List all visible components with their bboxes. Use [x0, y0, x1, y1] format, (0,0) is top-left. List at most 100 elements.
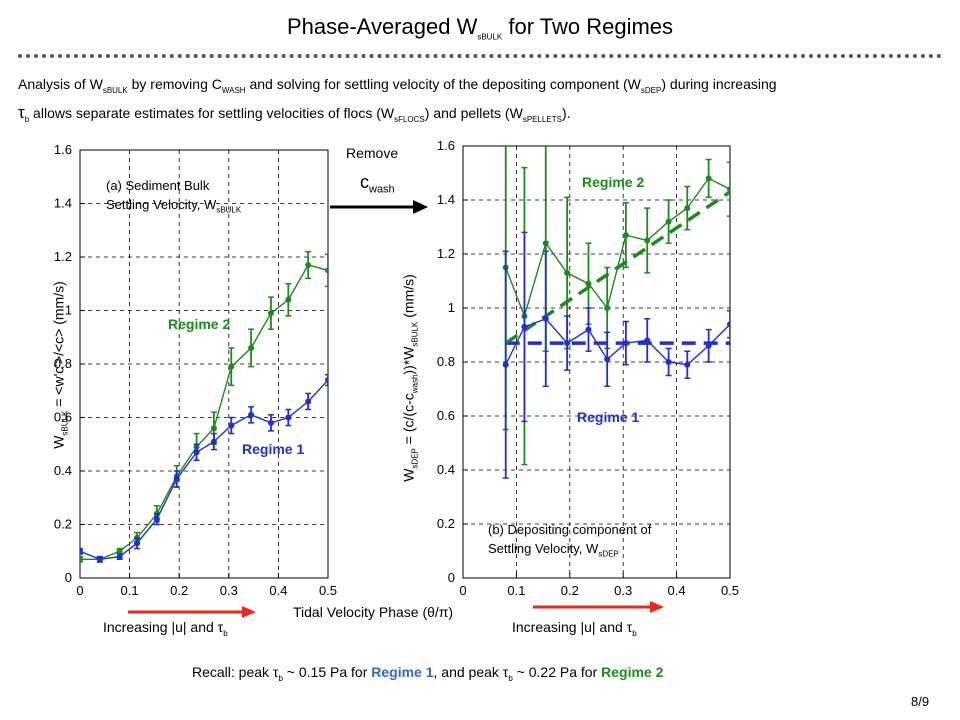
- chart-b-ylabel: WsDEP = (c/(c-cwash))*WsBULK (mm/s): [400, 274, 420, 482]
- chart-b-xtick-label: 0: [459, 583, 466, 598]
- chart-b-point-regime2: [684, 205, 691, 212]
- chart-b-point-regime1: [644, 337, 651, 344]
- chart-b-ytick-label: 1.6: [437, 138, 455, 153]
- chart-b-point-regime2: [542, 240, 549, 247]
- chart-b-xtick-label: 0.4: [668, 583, 686, 598]
- chart-b-series-line-regime1: [505, 317, 730, 366]
- slide-title: Phase-Averaged WsBULK for Two Regimes: [286, 14, 674, 42]
- chart-a-series-line-regime1: [80, 379, 328, 561]
- chart-a: 0 0.1 0.2 0.3 0.4 0.5 0 0.2 0.4 0.6 0.8 1 1.2 1.4 1.6: [54, 142, 337, 598]
- chart-b-xtick-label: 0.1: [507, 583, 525, 598]
- chart-b-point-regime2: [622, 232, 629, 239]
- chart-a-xtick-label: 0: [76, 583, 83, 598]
- chart-a-point-regime1: [153, 516, 160, 523]
- chart-a-point-regime2: [305, 262, 312, 269]
- chart-b-point-regime1: [727, 321, 730, 328]
- chart-a-xtick-label: 0.2: [170, 583, 188, 598]
- chart-a-point-regime2: [325, 267, 328, 274]
- chart-b-point-regime1: [521, 323, 528, 330]
- chart-a-point-regime1: [134, 540, 141, 547]
- chart-b-series-group: [502, 146, 730, 479]
- intro-text: Analysis of WsBULK by removing CWASH and…: [18, 76, 777, 124]
- chart-a-ytick-label: 0.4: [54, 463, 72, 478]
- remove-label: Remove: [346, 145, 399, 161]
- chart-b-ytick-label: 0.8: [437, 354, 455, 369]
- chart-b-ytick-label: 0.4: [437, 462, 455, 477]
- chart-a-regime2-label: Regime 2: [168, 316, 231, 332]
- title-divider: [18, 54, 942, 58]
- chart-a-series-group: [80, 250, 328, 563]
- chart-b-point-regime1: [665, 359, 672, 365]
- chart-a-xtick-label: 0.5: [319, 583, 337, 598]
- chart-a-point-regime2: [228, 363, 235, 370]
- chart-a-point-regime1: [228, 422, 235, 429]
- increasing-arrow-right: [533, 601, 664, 613]
- chart-a-point-regime1: [267, 419, 274, 426]
- chart-a-point-regime2: [285, 296, 292, 303]
- remove-arrow: [330, 200, 428, 214]
- chart-b-annotation: (b) Depositing component of Settling Velo…: [488, 522, 652, 559]
- chart-a-ytick-label: 1.6: [54, 142, 72, 157]
- chart-a-point-regime1: [210, 438, 217, 445]
- chart-b-point-regime2: [705, 175, 712, 182]
- chart-a-ytick-label: 0.2: [54, 517, 72, 532]
- chart-b-regime1-label: Regime 1: [577, 409, 640, 425]
- x-axis-label: Tidal Velocity Phase (θ/π): [293, 604, 454, 620]
- chart-b-ytick-label: 0: [448, 570, 455, 585]
- chart-b-ytick-label: 1: [448, 300, 455, 315]
- chart-b-xtick-label: 0.2: [561, 583, 579, 598]
- chart-b-point-regime1: [622, 340, 629, 347]
- page-number: 8/9: [911, 694, 930, 709]
- chart-a-point-regime1: [305, 398, 312, 405]
- chart-b-point-regime2: [564, 269, 571, 276]
- chart-a-ytick-label: 0.8: [54, 356, 72, 371]
- chart-a-point-regime1: [325, 377, 328, 384]
- c-wash-label: cwash: [360, 172, 395, 196]
- chart-a-series-line-regime2: [80, 264, 328, 560]
- increasing-arrow-left: [128, 606, 256, 618]
- chart-a-ytick-label: 0.6: [54, 410, 72, 425]
- chart-b-ytick-label: 1.4: [437, 192, 455, 207]
- chart-b-point-regime1: [585, 326, 592, 333]
- chart-b-xtick-label: 0.3: [614, 583, 632, 598]
- chart-a-point-regime1: [193, 449, 200, 456]
- chart-b-regime2-label: Regime 2: [582, 174, 645, 190]
- chart-b-series-line-regime2: [505, 177, 730, 319]
- chart-b-point-regime2: [604, 305, 611, 311]
- chart-a-ytick-label: 0: [65, 570, 72, 585]
- chart-a-point-regime1: [285, 414, 292, 421]
- chart-a-point-regime1: [173, 476, 180, 483]
- chart-b-point-regime1: [502, 361, 509, 368]
- chart-a-point-regime1: [248, 411, 255, 418]
- chart-a-ytick-label: 1.2: [54, 249, 72, 264]
- chart-b-ytick-label: 0.6: [437, 408, 455, 423]
- chart-b-point-regime1: [542, 315, 549, 322]
- chart-b-point-regime1: [604, 356, 611, 363]
- chart-a-xtick-label: 0.1: [121, 583, 139, 598]
- chart-b-ytick-label: 1.2: [437, 246, 455, 261]
- chart-a-xtick-label: 0.3: [220, 583, 238, 598]
- chart-b-point-regime1: [564, 340, 571, 347]
- chart-a-point-regime1: [80, 548, 83, 555]
- chart-a-regime1-label: Regime 1: [242, 441, 305, 457]
- chart-a-point-regime2: [80, 556, 83, 563]
- recall-note: Recall: peak τb ~ 0.15 Pa for Regime 1, …: [192, 664, 664, 683]
- chart-a-point-regime1: [116, 553, 123, 560]
- chart-a-point-regime1: [96, 556, 103, 563]
- chart-a-ytick-label: 1: [65, 303, 72, 318]
- chart-a-ylabel: WsBULK = <w'c'>/<c> (mm/s): [50, 281, 70, 449]
- chart-b-point-regime2: [665, 218, 672, 225]
- chart-b: 0 0.1 0.2 0.3 0.4 0.5 0 0.2 0.4 0.6 0.8 1 1.2 1.4 1.6: [437, 138, 739, 598]
- chart-b-point-regime2: [644, 237, 651, 244]
- chart-b-point-regime2: [727, 186, 730, 193]
- chart-a-point-regime2: [267, 310, 274, 317]
- chart-a-point-regime2: [248, 344, 255, 351]
- chart-b-point-regime1: [684, 361, 691, 368]
- chart-a-ytick-label: 1.4: [54, 196, 72, 211]
- chart-b-point-regime2: [585, 280, 592, 287]
- chart-b-xtick-label: 0.5: [721, 583, 739, 598]
- chart-b-point-regime1: [705, 342, 712, 349]
- increasing-label-right: Increasing |u| and τb: [512, 619, 637, 638]
- chart-a-point-regime2: [210, 425, 217, 432]
